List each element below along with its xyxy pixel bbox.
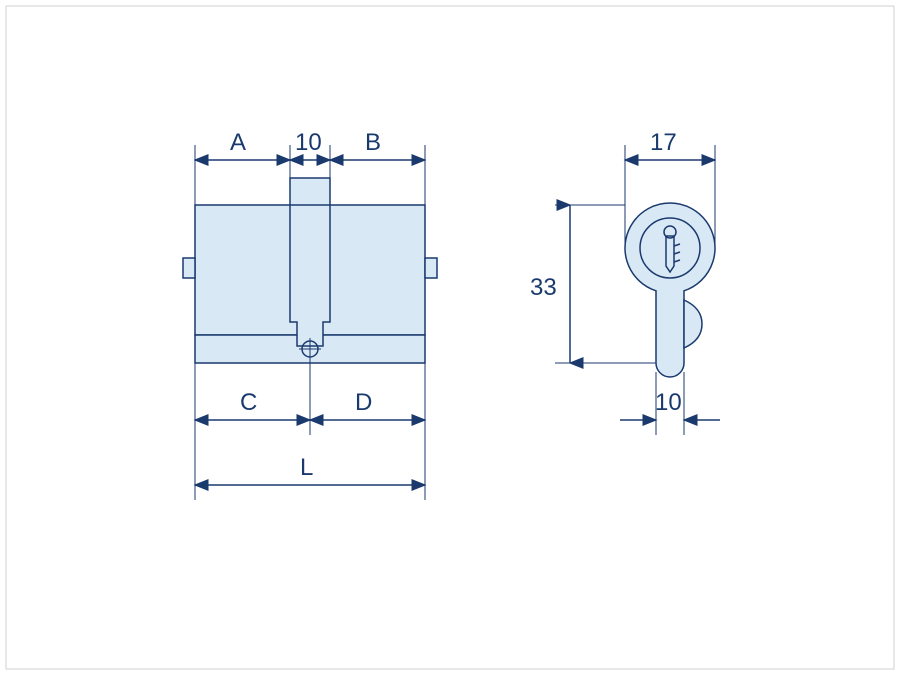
- dim-label-A: A: [230, 129, 246, 156]
- end-view: 17 33 10: [530, 129, 720, 435]
- dim-label-D: D: [355, 389, 372, 416]
- left-nub: [183, 258, 195, 278]
- dim-label-33: 33: [530, 274, 557, 301]
- drawing-frame: [6, 6, 894, 669]
- technical-drawing: A 10 B C D L: [0, 0, 900, 675]
- dim-label-L: L: [300, 454, 313, 481]
- cam-tab: [684, 300, 702, 348]
- dim-label-10-bottom: 10: [655, 389, 682, 416]
- right-nub: [425, 258, 437, 278]
- side-view: A 10 B C D L: [183, 129, 437, 500]
- dim-label-C: C: [240, 389, 257, 416]
- euro-profile: [625, 203, 715, 377]
- dim-label-B: B: [365, 129, 381, 156]
- cam: [290, 178, 330, 346]
- dim-label-17: 17: [650, 129, 677, 156]
- dim-label-10-top: 10: [295, 129, 322, 156]
